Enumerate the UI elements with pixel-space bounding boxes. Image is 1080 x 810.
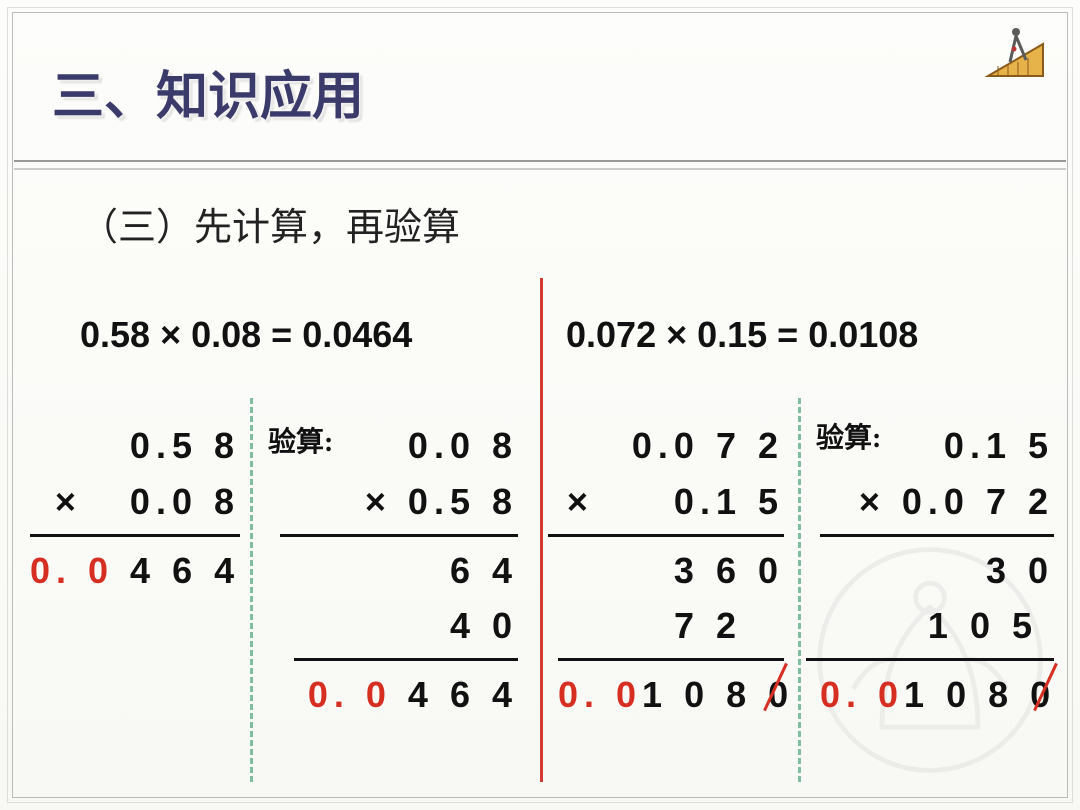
calc-row: 0.1 5 bbox=[820, 418, 1054, 474]
calc-result: 0. 01 0 8 0 bbox=[558, 667, 784, 723]
equation-2: 0.072 × 0.15 = 0.0108 bbox=[566, 314, 918, 356]
dash-divider-2 bbox=[798, 398, 801, 782]
calc-2-check: 0.1 5 × 0.0 7 2 3 0 1 0 5 0. 01 0 8 0 bbox=[820, 418, 1054, 723]
content-area: 0.58 × 0.08 = 0.0464 0.5 8 × 0.0 8 0. 0 … bbox=[20, 278, 1060, 782]
calc-line bbox=[820, 534, 1054, 537]
page-title: 三、知识应用 bbox=[52, 54, 364, 129]
title-underline bbox=[14, 160, 1066, 162]
dash-divider-1 bbox=[250, 398, 253, 782]
calc-row: 6 4 bbox=[280, 543, 518, 599]
title-underline-light bbox=[14, 168, 1066, 170]
calc-line bbox=[548, 534, 784, 537]
center-divider bbox=[540, 278, 543, 782]
calc-row: 7 2 bbox=[558, 598, 784, 654]
calc-line bbox=[280, 534, 518, 537]
calc-line bbox=[30, 534, 240, 537]
calc-row: 0.0 7 2 bbox=[558, 418, 784, 474]
calc-result: 0. 01 0 8 0 bbox=[820, 667, 1054, 723]
calc-row: 0.5 8 bbox=[30, 418, 240, 474]
calc-line bbox=[294, 658, 518, 661]
calc-row: 3 0 bbox=[820, 543, 1054, 599]
calc-row: 0.0 8 bbox=[280, 418, 518, 474]
calc-row: × 0.1 5 bbox=[558, 474, 784, 530]
calc-row: × 0.5 8 bbox=[280, 474, 518, 530]
calc-line bbox=[558, 658, 784, 661]
calc-row: × 0.0 8 bbox=[30, 474, 240, 530]
calc-result: 0. 0 4 6 4 bbox=[280, 667, 518, 723]
calc-row: 4 0 bbox=[280, 598, 518, 654]
calc-2-main: 0.0 7 2 × 0.1 5 3 6 0 7 2 0. 01 0 8 0 bbox=[558, 418, 784, 723]
calc-row: 1 0 5 bbox=[820, 598, 1054, 654]
calc-1-main: 0.5 8 × 0.0 8 0. 0 4 6 4 bbox=[30, 418, 240, 598]
calc-line bbox=[806, 658, 1054, 661]
corner-math-icon bbox=[968, 14, 1058, 94]
calc-row: 3 6 0 bbox=[558, 543, 784, 599]
calc-result: 0. 0 4 6 4 bbox=[30, 543, 240, 599]
equation-1: 0.58 × 0.08 = 0.0464 bbox=[80, 314, 412, 356]
subtitle: （三）先计算，再验算 bbox=[80, 196, 460, 251]
calc-1-check: 0.0 8 × 0.5 8 6 4 4 0 0. 0 4 6 4 bbox=[280, 418, 518, 723]
calc-row: × 0.0 7 2 bbox=[820, 474, 1054, 530]
